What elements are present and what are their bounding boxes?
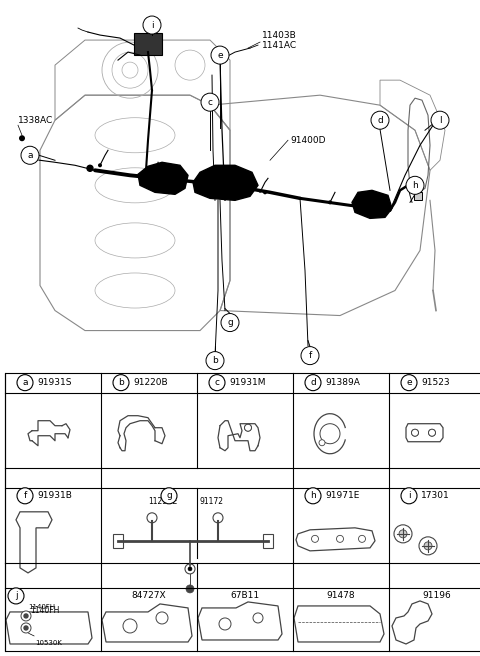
Text: a: a (27, 151, 33, 160)
Text: a: a (22, 378, 28, 387)
Circle shape (221, 314, 239, 331)
Circle shape (87, 165, 93, 171)
Circle shape (263, 190, 267, 194)
Circle shape (98, 163, 102, 167)
Text: b: b (118, 378, 124, 387)
Text: g: g (227, 318, 233, 327)
Circle shape (209, 375, 225, 391)
Circle shape (21, 623, 31, 633)
Polygon shape (193, 165, 258, 200)
Circle shape (17, 488, 33, 504)
Circle shape (320, 424, 340, 443)
Circle shape (186, 585, 194, 593)
Text: 1140FH: 1140FH (28, 604, 55, 610)
Text: 1338AC: 1338AC (18, 115, 53, 125)
Circle shape (244, 424, 252, 431)
Text: d: d (310, 378, 316, 387)
Circle shape (406, 176, 424, 194)
Text: c: c (207, 98, 213, 107)
Text: c: c (215, 378, 219, 387)
Circle shape (336, 535, 344, 543)
Circle shape (429, 429, 435, 436)
Text: 1140FH: 1140FH (30, 606, 60, 615)
Circle shape (253, 613, 263, 623)
Text: j: j (15, 592, 17, 600)
Circle shape (201, 93, 219, 111)
Circle shape (431, 111, 449, 129)
Bar (414, 192, 422, 200)
Circle shape (24, 626, 28, 630)
Text: b: b (212, 356, 218, 365)
Text: 84727X: 84727X (132, 592, 166, 600)
Text: l: l (439, 115, 441, 125)
Circle shape (359, 535, 365, 543)
Circle shape (305, 488, 321, 504)
Circle shape (371, 111, 389, 129)
Text: 91931B: 91931B (37, 491, 72, 501)
Text: 1125AE: 1125AE (148, 497, 177, 506)
Text: 10530K: 10530K (28, 633, 62, 646)
Circle shape (219, 618, 231, 630)
Polygon shape (138, 162, 188, 194)
Text: d: d (377, 115, 383, 125)
Circle shape (312, 535, 319, 543)
Circle shape (328, 200, 332, 205)
Text: f: f (308, 351, 312, 360)
Circle shape (19, 135, 25, 141)
Circle shape (411, 429, 419, 436)
Text: 91220B: 91220B (133, 378, 168, 387)
Circle shape (21, 146, 39, 164)
Circle shape (411, 429, 419, 436)
Text: 91400D: 91400D (290, 136, 325, 145)
Text: 91971E: 91971E (325, 491, 360, 501)
Circle shape (429, 429, 435, 436)
Circle shape (17, 375, 33, 391)
Text: 67B11: 67B11 (230, 592, 260, 600)
Text: h: h (412, 181, 418, 190)
Circle shape (24, 614, 28, 618)
Circle shape (206, 352, 224, 369)
Text: 1141AC: 1141AC (262, 41, 297, 50)
Text: 91931S: 91931S (37, 378, 72, 387)
Text: i: i (408, 491, 410, 501)
Bar (263, 534, 273, 548)
Text: 91172: 91172 (200, 497, 224, 506)
Circle shape (401, 375, 417, 391)
Text: 91196: 91196 (422, 592, 451, 600)
Text: e: e (217, 51, 223, 60)
Circle shape (113, 375, 129, 391)
Circle shape (188, 567, 192, 571)
Circle shape (424, 542, 432, 550)
Circle shape (305, 375, 321, 391)
Bar (134, 33, 162, 55)
Circle shape (301, 346, 319, 365)
Text: e: e (406, 378, 412, 387)
Circle shape (211, 46, 229, 64)
Bar (113, 534, 123, 548)
Text: 11403B: 11403B (262, 31, 297, 40)
Circle shape (156, 612, 168, 624)
Circle shape (21, 611, 31, 621)
Text: 17301: 17301 (421, 491, 450, 501)
Text: g: g (166, 491, 172, 501)
Text: 91389A: 91389A (325, 378, 360, 387)
Circle shape (244, 424, 252, 431)
Text: 91931M: 91931M (229, 378, 265, 387)
Text: i: i (151, 20, 153, 30)
Circle shape (161, 488, 177, 504)
Text: f: f (24, 491, 26, 501)
Text: 91478: 91478 (327, 592, 355, 600)
Circle shape (399, 530, 407, 538)
Circle shape (123, 619, 137, 633)
Circle shape (401, 488, 417, 504)
Circle shape (8, 588, 24, 604)
Text: h: h (310, 491, 316, 501)
Circle shape (319, 440, 325, 445)
Polygon shape (352, 190, 392, 218)
Circle shape (143, 16, 161, 34)
Text: 91523: 91523 (421, 378, 450, 387)
